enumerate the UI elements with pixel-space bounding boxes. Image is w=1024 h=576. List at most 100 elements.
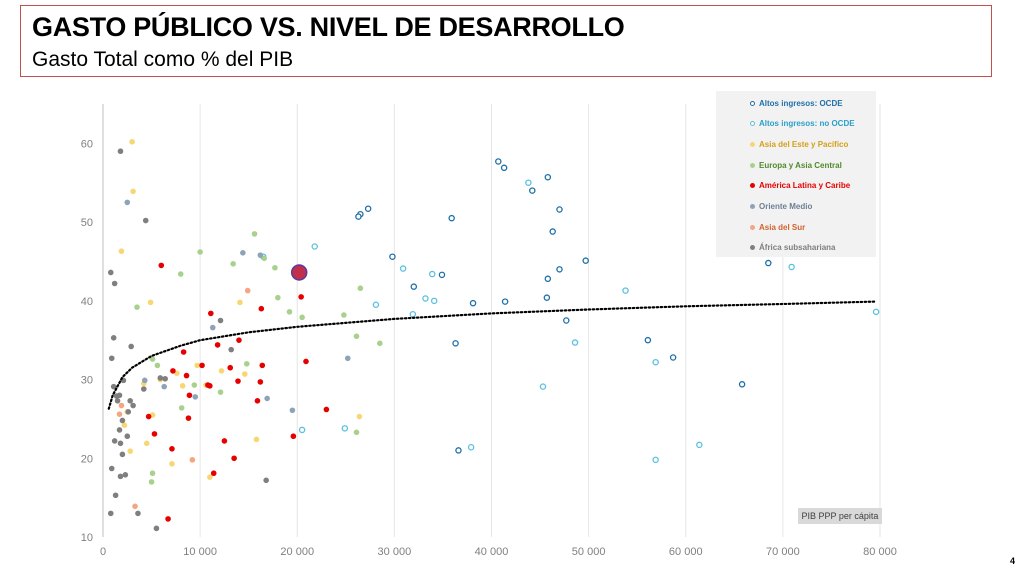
data-point: [298, 294, 304, 300]
data-point: [341, 425, 349, 432]
data-point: [217, 317, 224, 324]
data-point: [217, 389, 224, 395]
data-point: [455, 447, 462, 454]
data-point: [142, 217, 149, 224]
data-point: [438, 271, 446, 279]
data-point: [107, 510, 114, 517]
legend-marker: [750, 100, 755, 106]
data-point: [372, 301, 380, 309]
data-point: [208, 310, 214, 317]
data-point: [353, 333, 360, 340]
data-point: [357, 285, 364, 292]
data-point: [644, 336, 652, 344]
legend-item: África subsahariana: [716, 241, 835, 255]
data-point: [253, 436, 260, 443]
data-point: [263, 477, 269, 484]
data-point: [194, 362, 201, 369]
data-point: [399, 265, 407, 272]
data-point: [788, 263, 795, 271]
y-tick-label: 50: [81, 217, 93, 229]
data-point: [237, 299, 243, 306]
x-axis-title: PIB PPP per cápita: [798, 508, 882, 524]
data-point: [311, 243, 318, 250]
data-point: [429, 270, 436, 278]
data-point: [422, 295, 429, 302]
data-point: [529, 187, 536, 194]
data-point: [132, 503, 138, 510]
legend-label: Oriente Medio: [759, 202, 813, 211]
data-point: [197, 249, 203, 255]
data-point: [622, 287, 629, 294]
data-point: [147, 299, 154, 306]
data-point: [119, 451, 126, 458]
x-tick-label: 30 000: [378, 546, 412, 558]
data-point: [116, 411, 123, 417]
data-point: [556, 266, 563, 273]
data-point: [158, 262, 165, 269]
trendline: [107, 300, 877, 410]
data-point: [110, 335, 117, 341]
data-point: [298, 426, 306, 434]
data-point: [128, 343, 134, 350]
data-point: [189, 457, 196, 463]
data-point: [230, 261, 236, 267]
legend-item: América Latina y Caribe: [716, 179, 850, 193]
data-point: [134, 304, 140, 310]
data-point: [549, 228, 556, 235]
data-point: [452, 340, 459, 347]
data-point: [119, 417, 126, 424]
data-point: [448, 214, 455, 222]
data-point: [228, 346, 235, 353]
data-point: [165, 516, 171, 522]
data-point: [286, 309, 293, 315]
data-point: [130, 188, 136, 195]
data-point: [500, 164, 508, 172]
data-point: [141, 377, 148, 384]
data-point: [738, 381, 746, 388]
data-point: [117, 473, 124, 480]
data-point: [207, 383, 213, 389]
y-tick-label: 40: [81, 296, 93, 308]
data-point: [389, 253, 396, 260]
data-point: [180, 349, 187, 355]
y-tick-label: 20: [81, 453, 93, 465]
data-point: [259, 362, 266, 369]
title-box: GASTO PÚBLICO VS. NIVEL DE DESARROLLO Ga…: [20, 5, 992, 77]
highlight-point: [290, 264, 308, 281]
data-point: [124, 433, 131, 440]
data-point: [192, 394, 199, 400]
data-point: [221, 438, 228, 444]
data-point: [289, 407, 296, 414]
data-point: [227, 364, 234, 371]
x-tick-label: 40 000: [475, 546, 509, 558]
data-point: [261, 255, 268, 262]
legend-label: Asia del Sur: [759, 222, 806, 232]
data-point: [161, 383, 167, 390]
data-point: [118, 248, 125, 255]
data-point: [236, 337, 242, 343]
data-point: [170, 368, 176, 374]
data-point: [544, 173, 552, 181]
data-point: [169, 460, 175, 467]
data-point: [341, 312, 347, 318]
data-point: [135, 510, 141, 517]
data-point: [178, 405, 185, 411]
data-point: [669, 354, 677, 361]
data-point: [353, 429, 360, 436]
data-point: [543, 294, 551, 301]
legend-marker: [750, 141, 755, 147]
data-point: [243, 361, 250, 367]
legend-marker: [750, 245, 755, 251]
data-point: [149, 470, 156, 477]
data-point: [127, 448, 133, 454]
y-tick-label: 30: [81, 375, 93, 387]
legend-item: Oriente Medio: [716, 200, 812, 214]
data-point: [652, 456, 659, 464]
data-point: [344, 355, 351, 362]
page-number: 4: [1010, 556, 1016, 566]
data-point: [111, 438, 118, 444]
data-point: [179, 383, 186, 389]
data-point: [143, 440, 150, 447]
data-point: [112, 492, 119, 499]
